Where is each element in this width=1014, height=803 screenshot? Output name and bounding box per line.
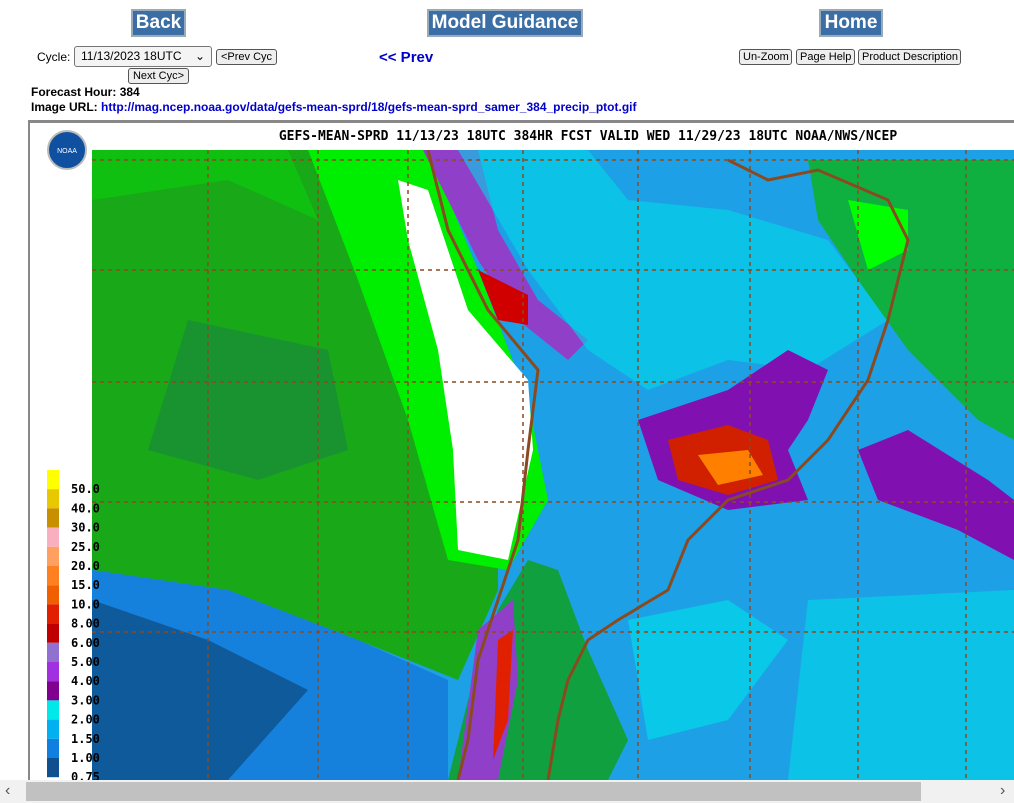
- legend-swatch: [47, 738, 59, 758]
- next-cycle-button[interactable]: Next Cyc>: [128, 68, 189, 84]
- prev-cycle-button[interactable]: <Prev Cyc: [216, 49, 277, 65]
- legend-label: 20.0: [71, 559, 100, 573]
- legend-label: 30.0: [71, 521, 100, 535]
- legend-swatch: [47, 489, 59, 509]
- forecast-hour: Forecast Hour: 384: [31, 85, 140, 99]
- white-field: [398, 180, 533, 560]
- map-border: [28, 120, 30, 780]
- bright-green-field: [848, 200, 908, 270]
- red-field: [493, 630, 513, 760]
- cyan-field: [788, 590, 1014, 780]
- legend-label: 6.00: [71, 636, 100, 650]
- legend-panel: [30, 123, 92, 780]
- legend-swatch: [47, 700, 59, 720]
- image-url-label: Image URL:: [31, 100, 98, 114]
- legend-swatch: [47, 470, 59, 490]
- legend-swatch: [47, 642, 59, 662]
- legend-swatch: [47, 604, 59, 624]
- legend-label: 15.0: [71, 578, 100, 592]
- legend: 50.0 40.0 30.0 25.0 20.0 15.0 10.0 8.00 6.00 5.00…: [47, 470, 100, 780]
- cycle-value: 11/13/2023 18UTC: [81, 49, 182, 63]
- orange-field: [698, 450, 763, 485]
- legend-swatch: [47, 623, 59, 643]
- legend-swatch: [47, 546, 59, 566]
- grid-lines: [92, 150, 1014, 780]
- legend-label: 1.50: [71, 732, 100, 746]
- purple-field: [423, 150, 588, 360]
- image-url-link[interactable]: http://mag.ncep.noaa.gov/data/gefs-mean-…: [101, 100, 637, 114]
- prev-link[interactable]: << Prev: [379, 49, 434, 66]
- legend-swatch: [47, 758, 59, 778]
- cyan-field: [458, 150, 888, 390]
- scroll-right[interactable]: ›: [1000, 782, 1006, 799]
- product-description-button[interactable]: Product Description: [858, 49, 961, 65]
- back-button[interactable]: Back: [131, 9, 186, 37]
- forecast-map: GEFS-MEAN-SPRD 11/13/23 18UTC 384HR FCST…: [28, 120, 1014, 780]
- legend-label: 4.00: [71, 674, 100, 688]
- unzoom-button[interactable]: Un-Zoom: [739, 49, 792, 65]
- legend-label: 0.75: [71, 770, 100, 780]
- map-title: GEFS-MEAN-SPRD 11/13/23 18UTC 384HR FCST…: [279, 129, 897, 144]
- cyan-field: [628, 600, 788, 740]
- forecast-hour-value: 384: [119, 85, 140, 99]
- dark-blue-field: [92, 600, 308, 780]
- legend-label: 40.0: [71, 501, 100, 515]
- home-button[interactable]: Home: [819, 9, 883, 37]
- title-button[interactable]: Model Guidance: [427, 9, 583, 37]
- scrollbar-thumb[interactable]: [26, 782, 921, 801]
- forecast-hour-label: Forecast Hour:: [31, 85, 117, 99]
- dark-green-field: [148, 320, 348, 480]
- noaa-logo-text: NOAA: [57, 148, 77, 155]
- legend-swatch: [47, 719, 59, 739]
- legend-label: 8.00: [71, 617, 100, 631]
- select-arrow: ⌄: [194, 49, 205, 63]
- legend-swatch: [47, 585, 59, 605]
- red-field: [478, 270, 528, 325]
- coastline: [546, 158, 910, 780]
- legend-label: 10.0: [71, 597, 100, 611]
- scroll-left[interactable]: ‹: [5, 782, 11, 799]
- legend-swatch: [47, 508, 59, 528]
- legend-label: 3.00: [71, 693, 100, 707]
- legend-label: 5.00: [71, 655, 100, 669]
- legend-swatch: [47, 681, 59, 701]
- legend-label: 2.00: [71, 713, 100, 727]
- legend-swatch: [47, 662, 59, 682]
- legend-swatch: [47, 527, 59, 547]
- map-field: [92, 150, 1014, 780]
- cycle-select[interactable]: 11/13/2023 18UTC ⌄: [74, 46, 212, 67]
- map-border: [28, 120, 1014, 123]
- purple-field: [858, 430, 1014, 560]
- noaa-logo: [47, 130, 87, 170]
- cycle-label: Cycle:: [37, 50, 71, 64]
- green-field: [92, 150, 318, 220]
- legend-swatch: [47, 566, 59, 586]
- image-url: Image URL: http://mag.ncep.noaa.gov/data…: [31, 100, 637, 114]
- legend-label: 25.0: [71, 540, 100, 554]
- horizontal-scrollbar[interactable]: ‹ ›: [0, 780, 1014, 803]
- legend-label: 1.00: [71, 751, 100, 765]
- legend-label: 50.0: [71, 482, 100, 496]
- page-help-button[interactable]: Page Help: [796, 49, 855, 65]
- title-band: [92, 123, 1014, 150]
